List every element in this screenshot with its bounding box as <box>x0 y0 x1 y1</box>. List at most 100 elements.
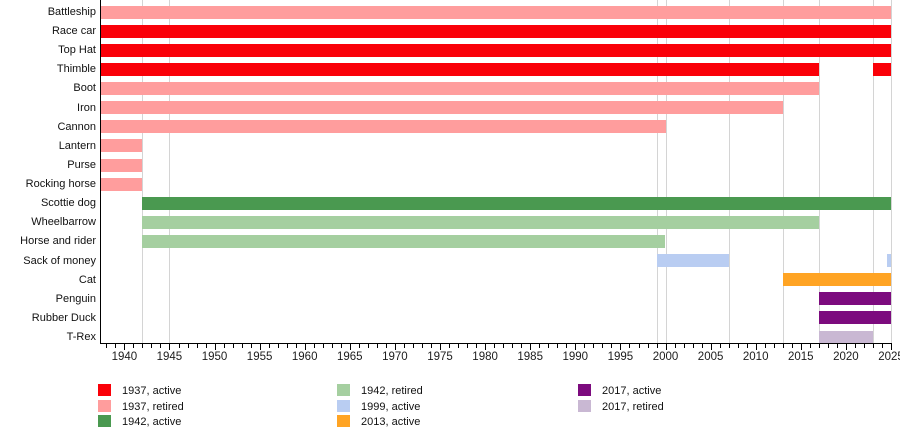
bar-cat <box>782 273 891 287</box>
gridline-1999 <box>656 0 658 343</box>
x-minor-tick <box>295 344 297 348</box>
y-axis-label-boot: Boot <box>73 82 96 95</box>
y-axis-label-rubber-duck: Rubber Duck <box>31 311 96 324</box>
x-minor-tick <box>422 344 423 348</box>
x-minor-tick <box>196 344 198 348</box>
y-axis-label-iron: Iron <box>77 101 96 114</box>
x-tick-label-1970: 1970 <box>382 351 408 363</box>
bar-cannon <box>100 120 666 134</box>
gridline-2013 <box>782 0 784 343</box>
y-axis-label-thimble: Thimble <box>56 63 96 76</box>
x-major-tick <box>755 344 757 350</box>
x-minor-tick <box>286 344 288 348</box>
x-minor-tick <box>133 344 135 348</box>
legend-label-2017-retired: 2017, retired <box>602 400 664 413</box>
x-minor-tick <box>413 344 414 348</box>
x-minor-tick <box>358 344 360 348</box>
x-major-tick <box>394 344 396 350</box>
x-major-tick <box>845 344 847 350</box>
x-minor-tick <box>268 344 270 348</box>
x-minor-tick <box>683 344 685 348</box>
legend-swatch-2013-active <box>337 415 350 427</box>
y-axis-label-race-car: Race car <box>51 25 96 38</box>
y-axis-label-sack-of-money: Sack of money <box>23 254 96 267</box>
x-tick-label-1965: 1965 <box>337 351 363 363</box>
x-tick-label-1985: 1985 <box>517 351 543 363</box>
x-minor-tick <box>791 344 793 348</box>
x-minor-tick <box>205 344 207 348</box>
bar-top-hat <box>100 43 891 57</box>
bar-race-car <box>100 24 891 38</box>
x-minor-tick <box>277 344 279 348</box>
y-axis-label-wheelbarrow: Wheelbarrow <box>31 216 96 229</box>
bar-scottie-dog <box>142 196 891 210</box>
x-minor-tick <box>764 344 766 348</box>
x-major-tick <box>665 344 667 350</box>
x-minor-tick <box>142 344 144 348</box>
x-tick-label-1945: 1945 <box>156 351 183 363</box>
x-minor-tick <box>647 344 649 348</box>
x-minor-tick <box>593 344 595 348</box>
x-minor-tick <box>863 344 865 348</box>
bar-wheelbarrow <box>142 215 819 229</box>
x-minor-tick <box>376 344 378 348</box>
bar-boot <box>100 82 819 95</box>
x-minor-tick <box>250 344 252 348</box>
x-minor-tick <box>629 344 631 348</box>
x-minor-tick <box>548 344 550 348</box>
legend-swatch-2017-active <box>578 384 591 396</box>
x-minor-tick <box>385 344 387 348</box>
x-minor-tick <box>449 344 451 348</box>
x-minor-tick <box>503 344 505 348</box>
x-tick-label-1950: 1950 <box>201 351 228 363</box>
x-minor-tick <box>223 344 225 348</box>
x-minor-tick <box>160 344 162 348</box>
x-tick-label-1980: 1980 <box>472 351 498 363</box>
x-minor-tick <box>584 344 586 348</box>
legend-swatch-1937-retired <box>98 399 111 412</box>
x-major-tick <box>800 344 802 350</box>
legend-label-2013-active: 2013, active <box>361 416 421 428</box>
legend-label-1942-active: 1942, active <box>122 416 182 428</box>
x-major-tick <box>124 344 126 350</box>
x-minor-tick <box>151 344 153 348</box>
y-axis-label-rocking-horse: Rocking horse <box>25 178 96 191</box>
x-minor-tick <box>404 344 405 348</box>
bar-thimble <box>100 62 819 76</box>
gridline-2023 <box>873 0 874 343</box>
x-minor-tick <box>873 344 874 348</box>
x-minor-tick <box>836 344 838 348</box>
legend-swatch-1999-active <box>337 399 350 412</box>
x-minor-tick <box>854 344 856 348</box>
x-minor-tick <box>241 344 243 348</box>
x-major-tick <box>304 344 306 350</box>
y-axis-label-penguin: Penguin <box>55 292 96 305</box>
legend-label-2017-active: 2017, active <box>602 385 662 397</box>
bar-lantern <box>100 139 143 153</box>
x-tick-label-2015: 2015 <box>788 351 814 363</box>
gridline-1945 <box>169 0 171 343</box>
x-minor-tick <box>773 344 775 348</box>
bar-sack-of-money <box>656 254 729 268</box>
x-major-tick <box>620 344 622 350</box>
bar-purse <box>100 158 143 172</box>
x-tick-label-1940: 1940 <box>111 351 138 363</box>
x-minor-tick <box>692 344 694 348</box>
x-minor-tick <box>367 344 369 348</box>
bar-sack-of-money <box>887 254 891 268</box>
x-minor-tick <box>178 344 180 348</box>
legend-swatch-1942-active <box>98 415 111 427</box>
x-minor-tick <box>431 344 432 348</box>
x-minor-tick <box>322 344 324 348</box>
gridline-2025 <box>891 0 892 343</box>
legend-swatch-1937-active <box>98 384 111 396</box>
x-minor-tick <box>782 344 784 348</box>
x-minor-tick <box>458 344 460 348</box>
bar-t-rex <box>818 330 873 344</box>
legend-swatch-2017-retired <box>578 399 591 412</box>
legend-label-1942-retired: 1942, retired <box>361 385 423 397</box>
x-tick-label-2020: 2020 <box>833 351 859 363</box>
y-axis-label-horse-and-rider: Horse and rider <box>20 235 96 248</box>
x-minor-tick <box>340 344 342 348</box>
